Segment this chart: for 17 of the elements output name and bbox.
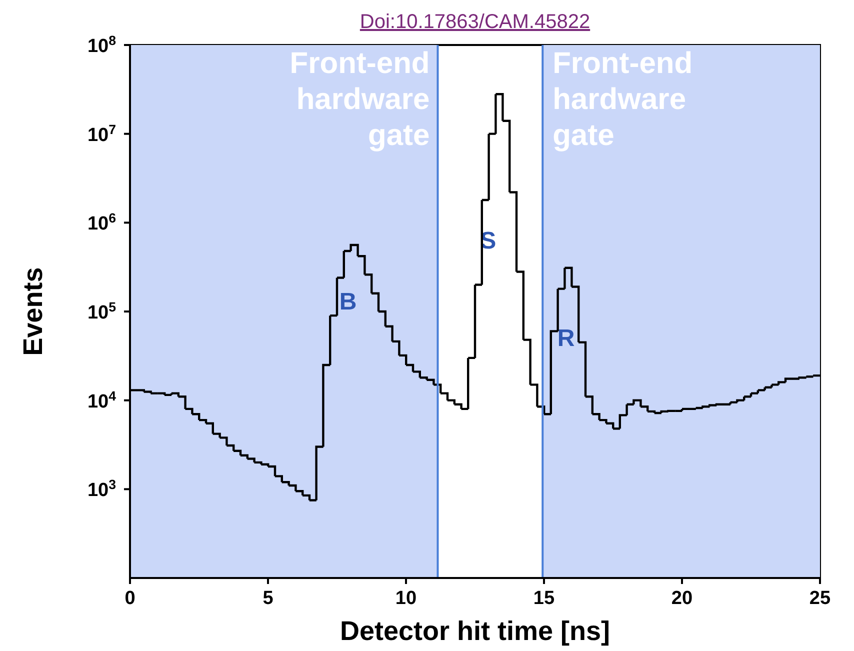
annotation: B (339, 288, 357, 316)
annotation: R (557, 325, 575, 352)
chart-title: Doi:10.17863/CAM.45822 (360, 11, 590, 33)
y-tick-label: 10$^{7}$ (87, 121, 116, 146)
x-tick-label: 20 (671, 588, 693, 609)
y-tick-label: 10$^{6}$ (87, 210, 116, 235)
y-tick-label: 10$^{3}$ (87, 476, 116, 502)
x-axis-title: Detector hit time [ns] (340, 616, 610, 646)
x-tick-label: 0 (124, 588, 136, 609)
y-tick-label: 10$^{5}$ (87, 299, 117, 324)
y-tick-label: 10$^{8}$ (87, 32, 116, 57)
y-tick-label: 10$^{4}$ (87, 388, 117, 412)
x-tick-label: 10 (395, 588, 417, 609)
x-tick-label: 5 (262, 588, 274, 609)
x-tick-label: 25 (809, 588, 831, 609)
x-tick-label: 15 (533, 588, 555, 609)
y-axis-title: Events (18, 267, 48, 356)
